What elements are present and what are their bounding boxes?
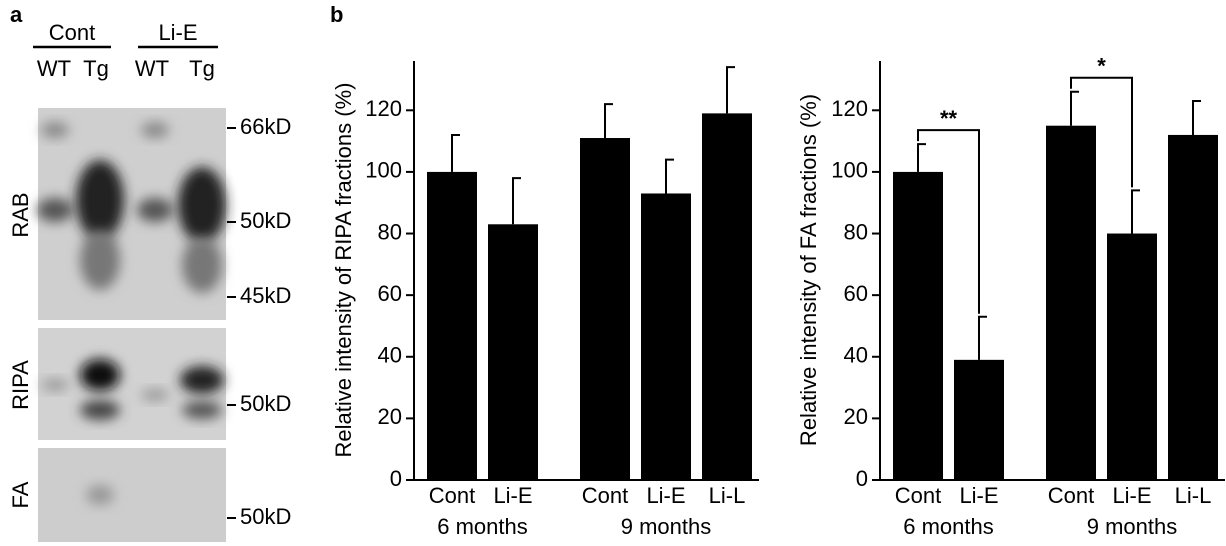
x-tick-label: Li-E <box>1112 483 1151 508</box>
error-bar <box>727 67 735 113</box>
y-tick-label: 40 <box>844 343 868 368</box>
significance-label: * <box>1097 54 1106 79</box>
x-tick-label: Li-L <box>709 483 746 508</box>
error-bar <box>1071 92 1079 126</box>
figure: a Cont Li-E WT Tg WT Tg RAB RIPA FA 66kD… <box>0 0 1226 546</box>
error-bar <box>452 135 460 172</box>
blot-ripa <box>38 328 226 440</box>
marker-label: 66kD <box>240 114 291 139</box>
significance-label: ** <box>940 106 958 131</box>
error-bar <box>1193 101 1201 135</box>
fraction-label: RAB <box>8 192 33 237</box>
y-tick-label: 100 <box>831 158 868 183</box>
fraction-label: FA <box>8 481 33 508</box>
x-tick-label: Cont <box>1048 483 1094 508</box>
y-tick-label: 0 <box>390 466 402 491</box>
group-label: 6 months <box>903 514 994 539</box>
error-bar <box>666 160 674 194</box>
treatment-label: Li-E <box>158 20 197 45</box>
y-tick-label: 60 <box>378 281 402 306</box>
y-tick-label: 80 <box>378 219 402 244</box>
genotype-label: WT <box>135 56 169 81</box>
y-axis-label: Relative intensity of RIPA fractions (%) <box>331 83 356 458</box>
x-tick-label: Li-E <box>493 483 532 508</box>
x-tick-label: Li-E <box>646 483 685 508</box>
genotype-label: Tg <box>189 56 215 81</box>
error-bar <box>605 104 613 138</box>
error-bar <box>918 144 926 172</box>
y-tick-label: 100 <box>365 158 402 183</box>
y-tick-label: 120 <box>831 96 868 121</box>
x-tick-label: Cont <box>429 483 475 508</box>
x-tick-label: Li-L <box>1175 483 1212 508</box>
y-tick-label: 80 <box>844 219 868 244</box>
group-label: 9 months <box>621 514 712 539</box>
marker-label: 45kD <box>240 283 291 308</box>
marker-label: 50kD <box>240 391 291 416</box>
treatment-label: Cont <box>49 20 95 45</box>
bar <box>641 193 691 480</box>
bar <box>427 172 477 480</box>
blot-rab <box>37 108 226 320</box>
x-tick-label: Cont <box>582 483 628 508</box>
y-tick-label: 120 <box>365 96 402 121</box>
bar <box>893 172 943 480</box>
y-axis-label: Relative intensity of FA fractions (%) <box>796 94 821 446</box>
bar <box>954 360 1004 480</box>
y-tick-label: 20 <box>844 404 868 429</box>
fraction-label: RIPA <box>8 360 33 410</box>
group-label: 9 months <box>1087 514 1178 539</box>
x-tick-label: Li-E <box>959 483 998 508</box>
x-tick-label: Cont <box>895 483 941 508</box>
bar <box>1168 135 1218 480</box>
error-bar <box>979 317 987 360</box>
bar <box>580 138 630 480</box>
marker-label: 50kD <box>240 504 291 529</box>
y-tick-label: 60 <box>844 281 868 306</box>
blot-fa <box>38 448 226 542</box>
panel-label: b <box>330 2 343 27</box>
marker-label: 50kD <box>240 208 291 233</box>
bar <box>488 224 538 480</box>
bar <box>702 113 752 480</box>
bar <box>1046 126 1096 480</box>
bar <box>1107 234 1157 480</box>
panel-label: a <box>10 2 23 27</box>
error-bar <box>513 178 521 224</box>
genotype-label: Tg <box>83 56 109 81</box>
y-tick-label: 0 <box>856 466 868 491</box>
group-label: 6 months <box>437 514 528 539</box>
marker-ticks <box>227 128 236 518</box>
y-tick-label: 40 <box>378 343 402 368</box>
genotype-label: WT <box>37 56 71 81</box>
y-tick-label: 20 <box>378 404 402 429</box>
error-bar <box>1132 190 1140 233</box>
